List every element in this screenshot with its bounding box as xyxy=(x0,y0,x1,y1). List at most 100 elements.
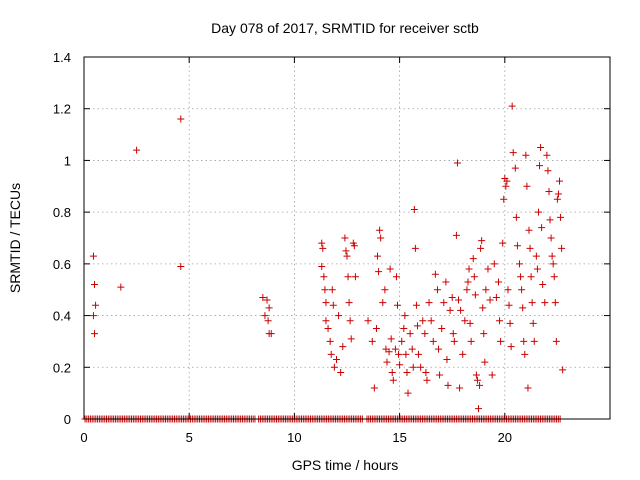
data-point xyxy=(559,366,567,374)
data-point xyxy=(463,286,471,294)
data-point xyxy=(411,244,419,252)
data-point xyxy=(554,190,562,198)
data-point xyxy=(528,299,536,307)
data-point xyxy=(403,368,411,376)
data-points xyxy=(81,102,567,423)
data-point xyxy=(545,187,553,195)
data-point xyxy=(332,356,340,364)
data-point xyxy=(521,350,529,358)
data-point xyxy=(443,356,451,364)
data-point xyxy=(452,231,460,239)
data-point xyxy=(422,368,430,376)
data-point xyxy=(324,325,332,332)
data-point xyxy=(346,317,354,325)
data-point xyxy=(419,317,427,325)
data-point xyxy=(478,237,486,245)
data-point xyxy=(518,286,526,294)
data-point xyxy=(546,216,554,224)
y-tick-label: 1.4 xyxy=(53,50,71,65)
data-point xyxy=(381,286,389,294)
data-point xyxy=(523,182,531,190)
data-point xyxy=(502,182,510,190)
data-point xyxy=(263,296,271,304)
x-tick-label: 0 xyxy=(80,430,87,445)
data-point xyxy=(91,281,99,289)
data-point xyxy=(492,293,500,301)
plot-frame xyxy=(83,56,611,420)
data-point xyxy=(267,330,275,338)
data-point xyxy=(517,273,525,281)
data-point xyxy=(377,234,385,242)
data-point xyxy=(385,348,393,356)
data-point xyxy=(552,337,560,345)
data-point xyxy=(423,376,431,384)
data-point xyxy=(89,252,97,260)
data-point xyxy=(326,337,334,345)
data-point xyxy=(406,330,414,338)
data-point xyxy=(558,244,566,252)
data-point xyxy=(327,350,335,358)
y-tick-label: 1 xyxy=(64,153,71,168)
data-point xyxy=(401,312,409,320)
data-point xyxy=(519,304,527,312)
data-point xyxy=(368,337,376,345)
data-point xyxy=(457,306,465,314)
data-point xyxy=(494,278,502,286)
data-point xyxy=(388,368,396,376)
data-point xyxy=(459,350,467,358)
data-point xyxy=(404,389,412,397)
data-point xyxy=(472,371,480,379)
data-point xyxy=(532,252,540,260)
y-tick-label: 0.6 xyxy=(53,257,71,272)
data-point xyxy=(479,304,487,312)
data-point xyxy=(500,195,508,203)
data-point xyxy=(450,337,458,345)
data-point xyxy=(92,301,100,309)
x-tick-label: 5 xyxy=(186,430,193,445)
data-point xyxy=(177,262,185,270)
data-point xyxy=(372,325,380,332)
data-point xyxy=(470,273,478,281)
axis-ticks: 0 5 10 15 20 0 0.2 0.4 0.6 0.8 1 1.2 1.4 xyxy=(53,50,610,445)
data-point xyxy=(343,252,351,260)
data-point xyxy=(344,273,352,281)
data-point xyxy=(425,299,433,307)
data-point xyxy=(117,283,125,291)
data-point xyxy=(444,381,452,389)
grid-lines xyxy=(84,57,610,419)
x-axis-label: GPS time / hours xyxy=(292,457,399,473)
y-tick-label: 0.8 xyxy=(53,205,71,220)
data-point xyxy=(438,325,446,332)
data-point xyxy=(522,151,530,159)
data-point xyxy=(393,301,401,309)
data-point xyxy=(533,265,541,273)
data-point xyxy=(429,337,437,345)
data-point xyxy=(448,293,456,301)
data-point xyxy=(412,301,420,309)
data-point xyxy=(471,291,479,299)
data-point xyxy=(436,371,444,379)
data-point xyxy=(543,151,551,159)
data-point xyxy=(527,273,535,281)
data-point xyxy=(475,405,482,413)
data-point xyxy=(473,376,481,384)
data-point xyxy=(376,226,384,234)
data-point xyxy=(350,242,358,250)
data-point xyxy=(467,337,475,345)
data-point xyxy=(486,296,494,304)
data-point xyxy=(259,293,267,301)
data-point xyxy=(455,296,463,304)
data-point xyxy=(392,273,400,281)
data-point xyxy=(551,299,559,307)
data-point xyxy=(516,260,524,268)
data-point xyxy=(322,299,330,307)
data-point xyxy=(413,322,421,330)
data-point xyxy=(442,278,450,286)
data-point xyxy=(351,273,359,281)
data-point xyxy=(417,363,425,371)
data-point xyxy=(318,262,326,270)
data-point xyxy=(513,242,521,250)
data-point xyxy=(526,244,534,252)
data-point xyxy=(321,286,329,294)
data-point xyxy=(466,319,474,327)
